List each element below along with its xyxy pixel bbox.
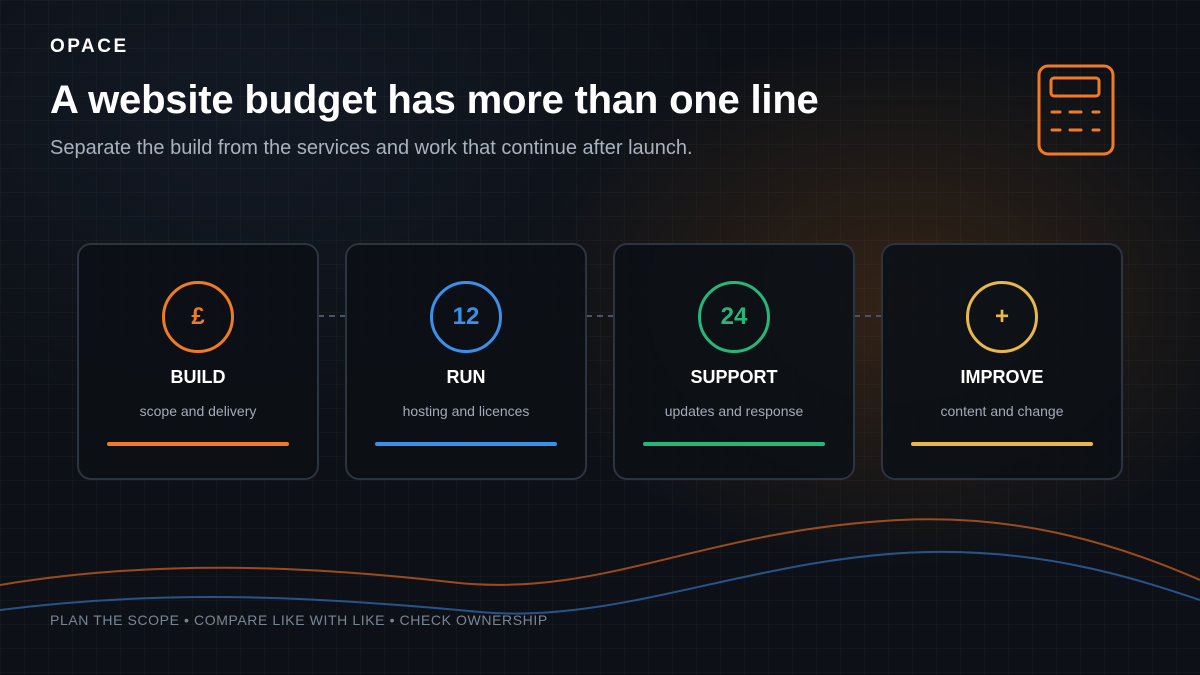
card-badge: 24: [698, 281, 770, 353]
orange-wave: [0, 518, 1200, 586]
card-badge: £: [162, 281, 234, 353]
card-improve: + IMPROVE content and change: [881, 243, 1123, 480]
card-accent-bar: [643, 442, 825, 446]
card-run: 12 RUN hosting and licences: [345, 243, 587, 480]
page-title: A website budget has more than one line: [50, 78, 819, 122]
card-description: scope and delivery: [139, 403, 257, 419]
brand-logo-text: OPACE: [50, 36, 129, 57]
card-title: BUILD: [170, 367, 226, 387]
card-connector: [318, 315, 346, 317]
calculator-icon: [1037, 64, 1115, 156]
card-badge: 12: [430, 281, 502, 353]
card-build: £ BUILD scope and delivery: [77, 243, 319, 480]
card-connector: [854, 315, 882, 317]
card-title: SUPPORT: [690, 367, 778, 387]
card-description: content and change: [940, 403, 1064, 419]
card-connector: [586, 315, 614, 317]
card-title: RUN: [446, 367, 486, 387]
card-title: IMPROVE: [960, 367, 1044, 387]
footer-tagline: PLAN THE SCOPE • COMPARE LIKE WITH LIKE …: [50, 612, 548, 628]
card-support: 24 SUPPORT updates and response: [613, 243, 855, 480]
card-badge: +: [966, 281, 1038, 353]
page-subtitle: Separate the build from the services and…: [50, 137, 693, 159]
decorative-waves: [0, 518, 1200, 615]
blue-wave: [0, 550, 1200, 615]
card-description: updates and response: [664, 403, 804, 419]
card-accent-bar: [911, 442, 1093, 446]
card-description: hosting and licences: [402, 403, 530, 419]
card-accent-bar: [375, 442, 557, 446]
card-accent-bar: [107, 442, 289, 446]
